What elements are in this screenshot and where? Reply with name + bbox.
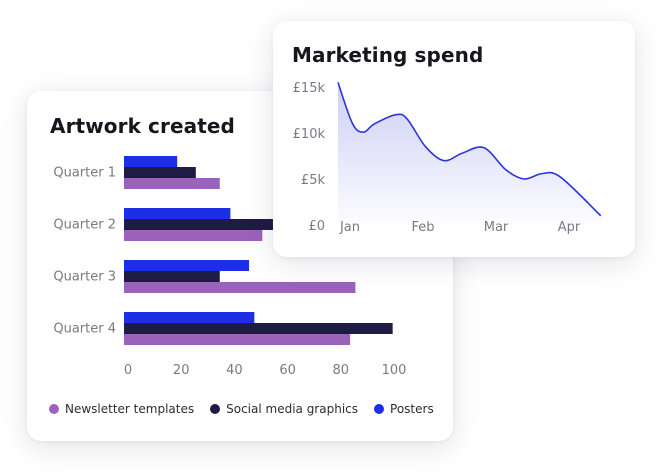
x-tick-label: Jan [339, 220, 360, 235]
y-tick-label: £5k [301, 173, 326, 188]
bar-posters-q2 [124, 208, 231, 219]
category-label: Quarter 4 [53, 322, 116, 337]
bar-posters-q3 [124, 260, 250, 271]
legend-dot-newsletter [49, 404, 59, 414]
x-tick-label: 100 [382, 363, 407, 378]
bar-social-q2 [124, 219, 273, 230]
category-label: Quarter 3 [53, 270, 116, 285]
artwork-chart-title: Artwork created [50, 114, 235, 138]
bar-social-q3 [124, 271, 220, 282]
bar-posters-q4 [124, 312, 255, 323]
bar-newsletter-q1 [124, 178, 220, 189]
bar-posters-q1 [124, 156, 178, 167]
x-tick-label: 20 [173, 363, 190, 378]
legend-dot-posters [374, 404, 385, 414]
legend-label-social: Social media graphics [226, 402, 359, 416]
bar-newsletter-q2 [124, 230, 263, 241]
legend-label-newsletter: Newsletter templates [65, 402, 195, 416]
y-tick-label: £10k [293, 127, 326, 142]
x-tick-label: 60 [279, 363, 296, 378]
bar-newsletter-q4 [124, 334, 351, 345]
marketing-spend-area-chart: £15k £10k £5k £0 Jan Feb Mar Apr [293, 81, 602, 235]
bar-social-q1 [124, 167, 196, 178]
category-label: Quarter 1 [53, 166, 116, 181]
legend-item-social: Social media graphics [210, 402, 358, 416]
marketing-spend-card: Marketing spend £15k £10k £5k £0 Jan Feb Mar Ap… [273, 21, 635, 257]
x-tick-label: Apr [558, 220, 581, 235]
x-tick-label: Feb [411, 220, 434, 235]
spend-area-fill [338, 82, 601, 226]
bar-newsletter-q3 [124, 282, 356, 293]
x-tick-label: 40 [226, 363, 243, 378]
x-tick-label: 80 [333, 363, 350, 378]
legend-item-newsletter: Newsletter templates [49, 402, 194, 416]
bar-social-q4 [124, 323, 393, 334]
spend-chart-title: Marketing spend [292, 43, 484, 67]
legend-label-posters: Posters [390, 402, 434, 416]
artwork-bar-chart: Quarter 1 Quarter 2 Quarter 3 Quarter 4 0 20 4… [53, 156, 407, 378]
legend-dot-social [210, 404, 221, 414]
category-label: Quarter 2 [53, 218, 116, 233]
y-tick-label: £15k [293, 81, 326, 96]
y-tick-label: £0 [308, 219, 325, 234]
spend-series-line [337, 82, 602, 217]
x-tick-label: 0 [124, 363, 132, 378]
legend-item-posters: Posters [374, 402, 434, 416]
x-tick-label: Mar [484, 220, 509, 235]
artwork-legend: Newsletter templates Social media graphi… [49, 402, 450, 416]
